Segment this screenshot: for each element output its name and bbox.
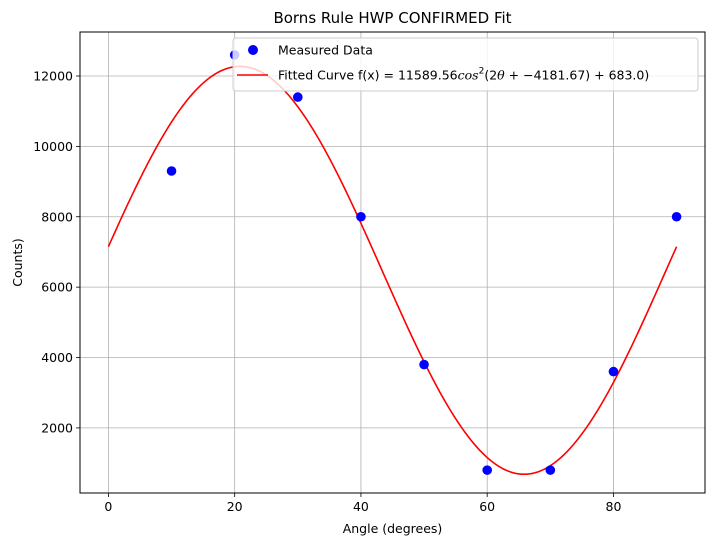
x-tick-label: 40	[353, 499, 369, 514]
legend-fit-sup: 2	[479, 67, 485, 77]
x-tick-label: 80	[606, 499, 622, 514]
measured-points	[166, 50, 682, 475]
fitted-curve-line	[107, 65, 678, 476]
y-tick-label: 8000	[41, 209, 73, 224]
y-tick-label: 10000	[33, 139, 73, 154]
x-tick-label: 20	[227, 499, 243, 514]
y-tick-label: 6000	[41, 280, 73, 295]
data-point	[293, 92, 303, 102]
y-axis-ticks: 2000 4000 6000 8000 10000 12000	[33, 68, 80, 435]
data-point	[356, 211, 366, 222]
x-tick-label: 0	[104, 499, 112, 514]
legend-label-measured: Measured Data	[278, 43, 373, 58]
legend-marker-measured	[248, 45, 258, 55]
legend-fit-rest: + −4181.67) + 683.0)	[505, 68, 650, 83]
y-tick-label: 4000	[41, 350, 73, 365]
legend-box	[232, 37, 699, 92]
x-tick-label: 60	[479, 499, 495, 514]
grid-lines	[80, 32, 705, 493]
x-axis-label: Angle (degrees)	[343, 521, 443, 536]
data-point	[608, 366, 619, 377]
y-axis-label: Counts)	[10, 238, 25, 287]
legend-fit-cos: cos	[458, 68, 479, 83]
legend-fit-args: (2	[484, 68, 497, 83]
data-point	[419, 359, 429, 370]
y-tick-label: 2000	[41, 420, 73, 435]
legend-fit-theta: θ	[497, 68, 505, 83]
x-axis-ticks: 0 20 40 60 80	[104, 493, 621, 514]
plot-frame	[79, 31, 706, 494]
legend-fit-prefix: Fitted Curve f(x) = 11589.56	[278, 68, 458, 83]
legend: Measured Data Fitted Curve f(x) = 11589.…	[232, 37, 699, 92]
y-tick-label: 12000	[33, 68, 73, 83]
legend-label-fit: Fitted Curve f(x) = 11589.56cos2(2θ + −4…	[278, 67, 649, 83]
data-point	[166, 166, 177, 176]
fitted-curve-group	[107, 65, 678, 476]
data-point	[671, 211, 682, 222]
chart-title: Borns Rule HWP CONFIRMED Fit	[273, 9, 511, 27]
data-point	[545, 465, 556, 475]
data-point	[482, 465, 492, 475]
